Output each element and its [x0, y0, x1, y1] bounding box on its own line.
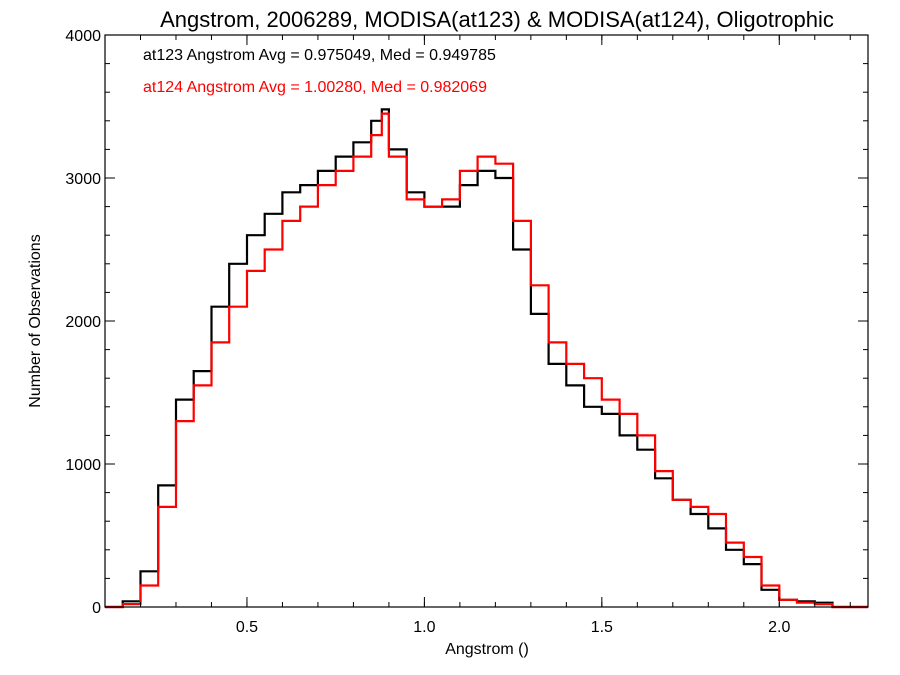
series-at124-line — [105, 112, 868, 609]
series-layer — [105, 108, 868, 609]
y-tick-label: 2000 — [65, 314, 101, 331]
x-tick-label: 0.5 — [236, 619, 258, 636]
x-tick-label: 2.0 — [768, 619, 790, 636]
y-tick-label: 3000 — [65, 171, 101, 188]
chart-title: Angstrom, 2006289, MODISA(at123) & MODIS… — [160, 7, 834, 32]
x-tick-label: 1.0 — [413, 619, 435, 636]
ticks-layer: 0.5 1.0 1.5 2.0 0 1000 2000 3000 4000 — [65, 28, 868, 636]
y-axis-label: Number of Observations — [27, 234, 44, 407]
y-tick-label: 0 — [92, 600, 101, 617]
legend-at124-stats: at124 Angstrom Avg = 1.00280, Med = 0.98… — [143, 79, 487, 96]
x-axis-label: Angstrom () — [445, 641, 529, 658]
y-tick-label: 4000 — [65, 28, 101, 45]
legend-at123-stats: at123 Angstrom Avg = 0.975049, Med = 0.9… — [143, 47, 496, 64]
plot-frame — [104, 34, 869, 608]
x-tick-label: 1.5 — [591, 619, 613, 636]
y-tick-label: 1000 — [65, 457, 101, 474]
series-at123-line — [105, 108, 868, 609]
